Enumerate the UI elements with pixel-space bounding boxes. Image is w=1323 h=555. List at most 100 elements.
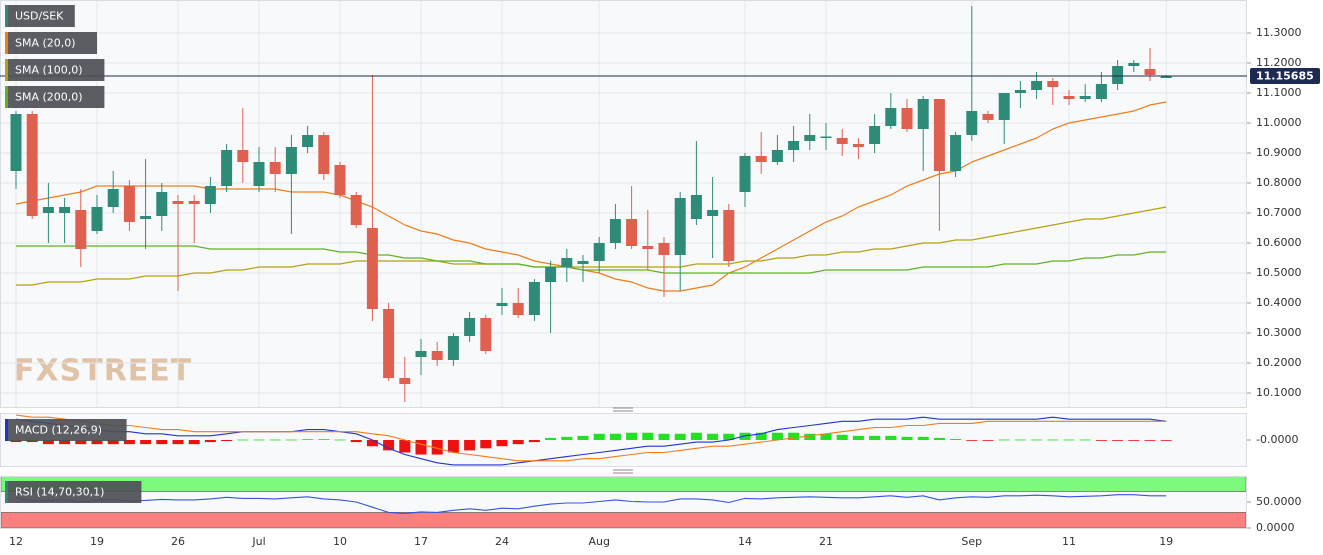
histogram-bar xyxy=(755,432,767,440)
histogram-bar xyxy=(820,433,832,440)
candle-body xyxy=(253,162,265,186)
histogram-bar xyxy=(950,438,962,440)
histogram-bar xyxy=(399,440,411,453)
histogram-bar xyxy=(771,432,783,440)
candle-body xyxy=(496,303,508,306)
x-tick-label: 11 xyxy=(1062,535,1076,548)
candle-body xyxy=(91,207,103,231)
histogram-bar xyxy=(933,437,945,440)
histogram-bar xyxy=(302,439,314,440)
y-tick-label: 10.1000 xyxy=(1256,386,1302,399)
candle-body xyxy=(123,186,135,222)
candle-body xyxy=(836,138,848,144)
histogram-bar xyxy=(528,440,540,443)
x-tick-label: 10 xyxy=(333,535,347,548)
legend-box xyxy=(5,481,142,503)
candle-body xyxy=(545,267,557,282)
y-tick-label: 10.9000 xyxy=(1256,146,1302,159)
y-tick-label: 0.0000 xyxy=(1256,521,1295,534)
candle-body xyxy=(107,189,119,207)
x-tick-label: 12 xyxy=(9,535,23,548)
candle-body xyxy=(334,165,346,195)
y-tick-label: 11.3000 xyxy=(1256,26,1302,39)
candle-body xyxy=(561,258,573,267)
candle-body xyxy=(383,309,395,378)
candle-body xyxy=(399,378,411,384)
histogram-bar xyxy=(561,436,573,440)
x-tick-label: 19 xyxy=(90,535,104,548)
x-tick-label: 19 xyxy=(1159,535,1173,548)
candle-body xyxy=(318,135,330,174)
histogram-bar xyxy=(26,440,38,443)
candle-body xyxy=(366,228,378,309)
y-tick-label: 10.8000 xyxy=(1256,176,1302,189)
candle-body xyxy=(221,150,233,186)
candle-body xyxy=(431,351,443,360)
y-tick-label: 11.1000 xyxy=(1256,86,1302,99)
candle-body xyxy=(869,126,881,144)
y-tick-label: 10.3000 xyxy=(1256,326,1302,339)
histogram-bar xyxy=(1144,440,1156,441)
candle-body xyxy=(237,150,249,162)
histogram-bar xyxy=(626,432,638,440)
candle-body xyxy=(626,219,638,246)
histogram-bar xyxy=(1014,439,1026,441)
histogram-bar xyxy=(804,433,816,440)
candle-body xyxy=(42,207,54,213)
candle-body xyxy=(933,99,945,171)
histogram-bar xyxy=(982,440,994,441)
histogram-bar xyxy=(917,436,929,440)
candle-body xyxy=(269,162,281,174)
legend-swatch xyxy=(5,59,8,81)
candle-body xyxy=(10,114,22,171)
candle-body xyxy=(140,216,152,219)
histogram-bar xyxy=(674,433,686,440)
y-tick-label: 10.5000 xyxy=(1256,266,1302,279)
histogram-bar xyxy=(788,432,800,440)
candle-body xyxy=(172,201,184,204)
x-tick-label: Aug xyxy=(588,535,609,548)
candle-body xyxy=(885,108,897,126)
histogram-bar xyxy=(1031,439,1043,441)
histogram-bar xyxy=(836,434,848,440)
candle-body xyxy=(59,207,71,213)
candle-body xyxy=(1047,81,1059,87)
current-price-box xyxy=(1250,67,1320,84)
histogram-bar xyxy=(998,439,1010,441)
candle-body xyxy=(26,114,38,216)
histogram-bar xyxy=(269,439,281,441)
rsi-line xyxy=(15,494,1167,514)
legend-swatch xyxy=(5,419,8,441)
histogram-bar xyxy=(707,433,719,440)
histogram-bar xyxy=(383,440,395,451)
panel-grip[interactable] xyxy=(613,407,633,412)
histogram-bar xyxy=(172,440,184,445)
histogram-bar xyxy=(869,435,881,440)
macd-line xyxy=(15,414,1167,462)
x-tick-label: 26 xyxy=(171,535,185,548)
candle-body xyxy=(1031,81,1043,90)
candle-body xyxy=(350,195,362,225)
x-tick-label: 14 xyxy=(738,535,752,548)
histogram-bar xyxy=(966,440,978,441)
candle-body xyxy=(1063,96,1075,99)
panel-grip[interactable] xyxy=(613,469,633,474)
y-tick-label: 10.2000 xyxy=(1256,356,1302,369)
histogram-bar xyxy=(1079,439,1091,441)
candle-body xyxy=(707,210,719,216)
candle-body xyxy=(771,150,783,162)
legend-box xyxy=(5,32,97,54)
histogram-bar xyxy=(464,440,476,451)
histogram-bar xyxy=(690,432,702,440)
legend-label: MACD (12,26,9) xyxy=(15,424,102,437)
x-tick-label: Sep xyxy=(961,535,982,548)
macd-line xyxy=(15,416,1167,466)
histogram-bar xyxy=(204,440,216,443)
candle-body xyxy=(156,192,168,216)
legend-item: MACD (12,26,9) xyxy=(5,419,127,441)
histogram-bar xyxy=(42,440,54,445)
candle-body xyxy=(480,318,492,351)
candle-body xyxy=(609,219,621,243)
histogram-bar xyxy=(140,440,152,445)
